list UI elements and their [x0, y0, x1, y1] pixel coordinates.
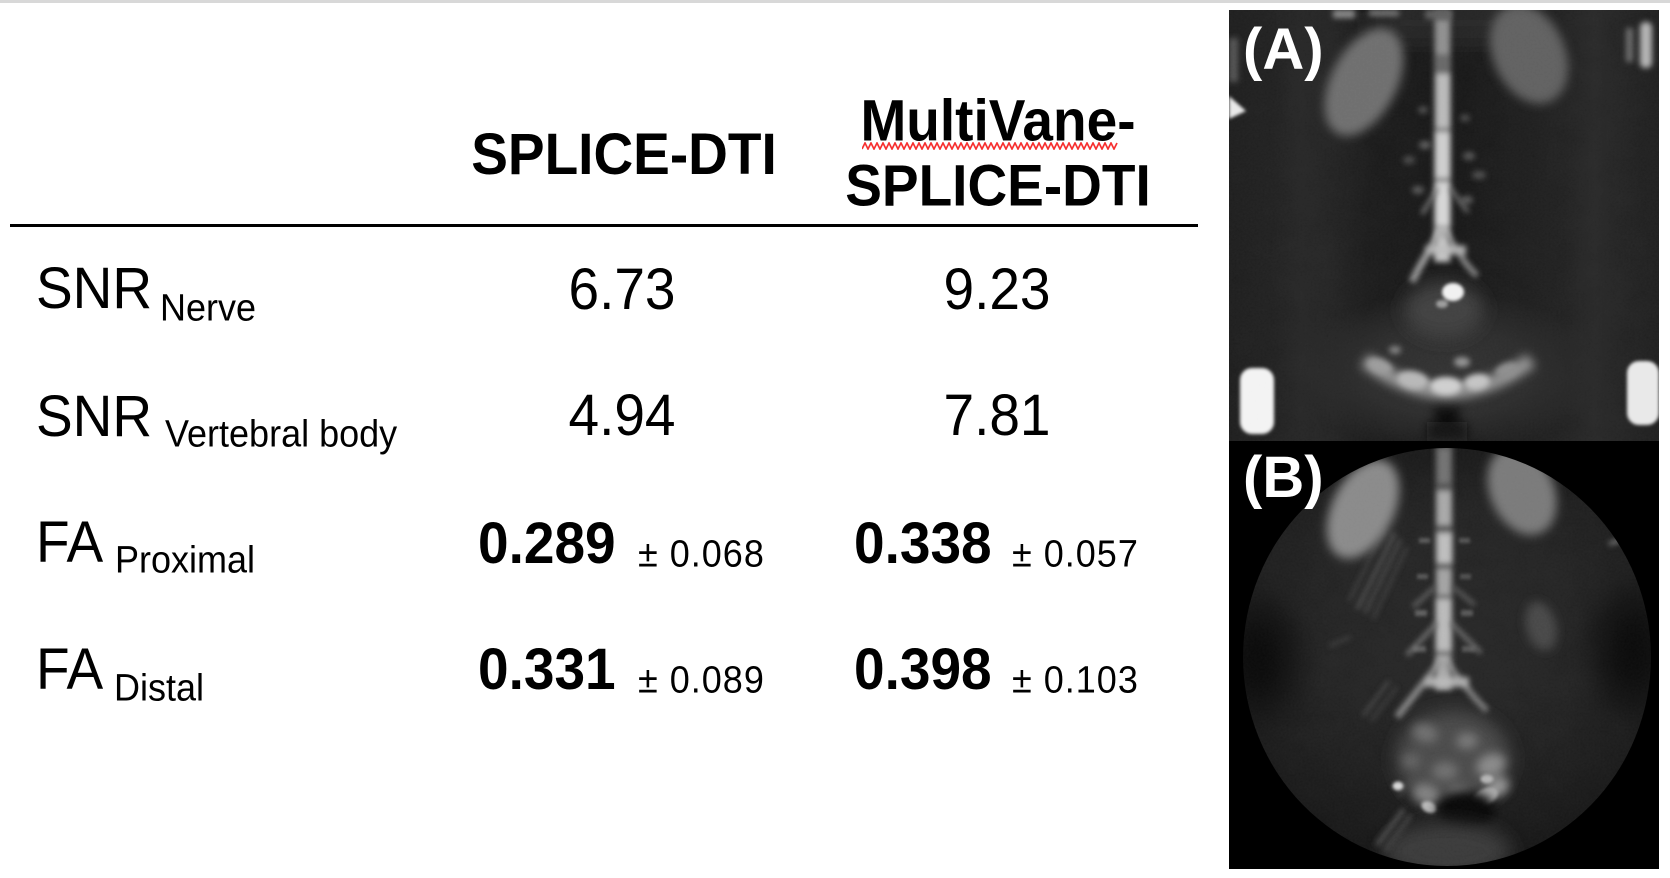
svg-text:(A): (A)	[1243, 17, 1324, 82]
svg-text:(B): (B)	[1243, 445, 1324, 510]
